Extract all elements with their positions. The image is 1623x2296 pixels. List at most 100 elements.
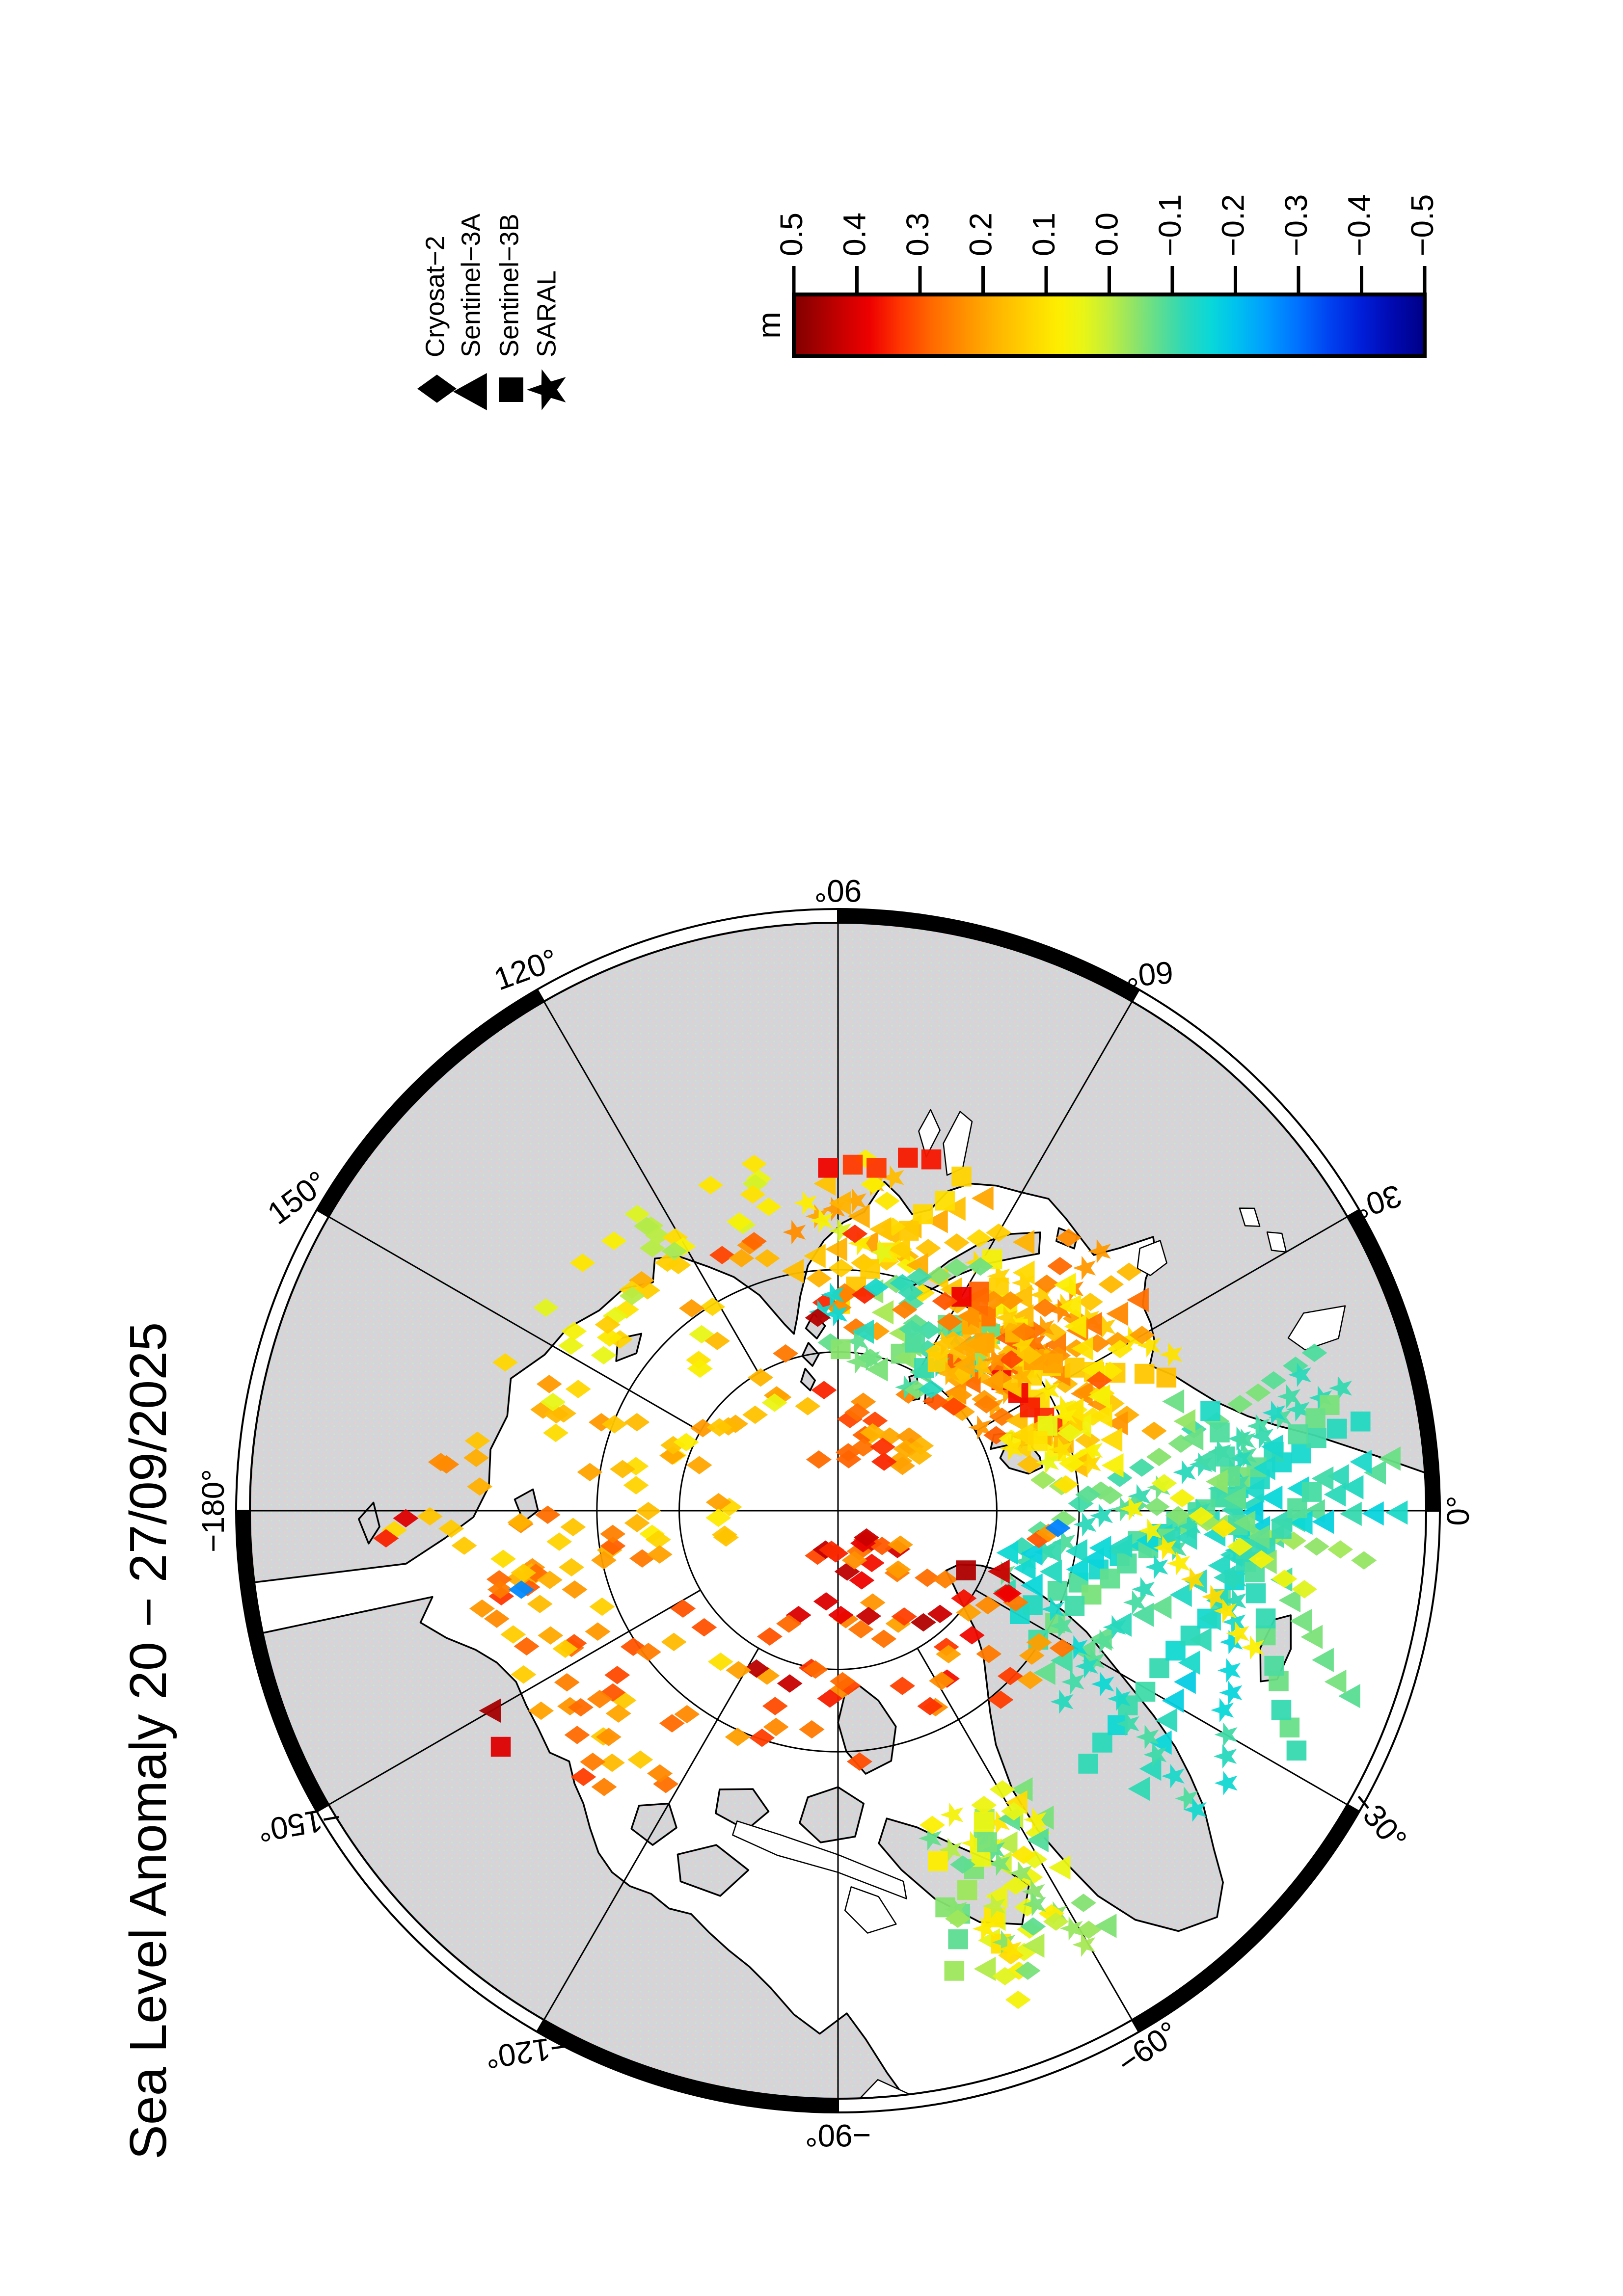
data-point [1073, 1255, 1096, 1281]
data-point [1129, 1458, 1155, 1477]
data-point [825, 1237, 847, 1261]
data-point [1287, 1498, 1307, 1519]
data-point [951, 1166, 972, 1187]
data-point [949, 1402, 975, 1421]
data-point [935, 1897, 955, 1918]
data-point [944, 1897, 967, 1922]
data-point [1071, 1381, 1093, 1406]
data-point [950, 1855, 976, 1874]
arctic-map: −180°−150°−120°−90°−60°−30°0°30°60°90°12… [195, 873, 1476, 2153]
data-point [605, 1704, 631, 1723]
data-point [530, 1400, 556, 1419]
data-point [1311, 1466, 1334, 1491]
data-point [915, 1239, 941, 1257]
data-point [595, 1315, 621, 1334]
data-point [983, 1426, 1009, 1444]
data-point [1303, 1499, 1325, 1523]
data-point [982, 1894, 1005, 1919]
data-point [1091, 1672, 1114, 1696]
data-point [953, 1353, 975, 1377]
data-point [1016, 1346, 1042, 1364]
data-point [895, 1385, 921, 1404]
data-point [661, 1632, 687, 1652]
data-point [1031, 1805, 1054, 1830]
data-point [1076, 1921, 1102, 1939]
data-point [940, 1802, 964, 1827]
data-point [704, 1332, 730, 1350]
data-point [1271, 1700, 1292, 1720]
data-point [492, 1353, 518, 1372]
data-point [741, 1154, 767, 1174]
data-point [1233, 1510, 1256, 1535]
data-point [958, 1369, 981, 1394]
data-point [1078, 1292, 1104, 1311]
data-point [740, 1185, 766, 1204]
data-point [1324, 1669, 1347, 1694]
data-point [1041, 1597, 1065, 1622]
data-point [1065, 1539, 1088, 1564]
data-point [1107, 1339, 1133, 1359]
data-point [805, 1204, 829, 1228]
data-point [700, 1297, 726, 1316]
data-point [1277, 1384, 1301, 1409]
data-point [917, 1697, 943, 1715]
data-points-layer [373, 1148, 1408, 2009]
data-point [1003, 1876, 1029, 1895]
data-point [967, 1343, 991, 1367]
data-point [1049, 1299, 1072, 1323]
data-point [536, 1375, 562, 1393]
data-point [1286, 1740, 1307, 1761]
data-point [1138, 1519, 1162, 1543]
data-point [624, 1514, 650, 1532]
data-point [647, 1764, 673, 1783]
data-point [847, 1204, 870, 1228]
data-point [966, 1229, 992, 1248]
data-point [1015, 1961, 1041, 1980]
data-point [995, 1306, 1018, 1330]
data-point [870, 1240, 894, 1265]
data-point [1178, 1650, 1200, 1675]
data-point [1051, 1648, 1073, 1673]
data-point [1246, 1414, 1270, 1439]
data-point [1036, 1378, 1060, 1403]
data-point [1110, 1533, 1133, 1558]
data-point [1012, 1260, 1035, 1285]
data-point [463, 1448, 489, 1467]
data-point [1075, 1485, 1101, 1504]
data-point [1261, 1434, 1283, 1459]
data-point [944, 1339, 968, 1364]
data-point [587, 1690, 613, 1709]
data-point [726, 1212, 752, 1231]
data-point [956, 1603, 982, 1622]
data-point [802, 1660, 828, 1679]
data-point [853, 1528, 879, 1547]
data-point [1051, 1510, 1077, 1529]
data-point [1214, 1599, 1237, 1623]
data-point [862, 1412, 888, 1430]
landmass-melville [715, 1788, 770, 1831]
data-point [856, 1606, 882, 1626]
data-point [1043, 1912, 1069, 1931]
data-point [1052, 1530, 1076, 1554]
data-point [1013, 1556, 1036, 1581]
data-point [1023, 1807, 1047, 1832]
data-point [1211, 1519, 1237, 1538]
data-point [1280, 1531, 1306, 1550]
meridian-line [543, 1001, 759, 1374]
data-point [898, 1148, 918, 1168]
data-point [852, 1319, 874, 1344]
data-point [996, 1584, 1022, 1603]
data-point [987, 1294, 1010, 1319]
data-point [1250, 1424, 1274, 1449]
data-point [981, 1370, 1003, 1394]
data-point [559, 1558, 585, 1577]
data-point [1066, 1557, 1088, 1582]
data-point [976, 1645, 1002, 1663]
data-point [1217, 1658, 1241, 1683]
data-point [918, 1380, 944, 1399]
data-point [1156, 1367, 1177, 1388]
data-point [806, 1269, 832, 1288]
data-point [1312, 1648, 1334, 1672]
data-point [564, 1726, 590, 1744]
